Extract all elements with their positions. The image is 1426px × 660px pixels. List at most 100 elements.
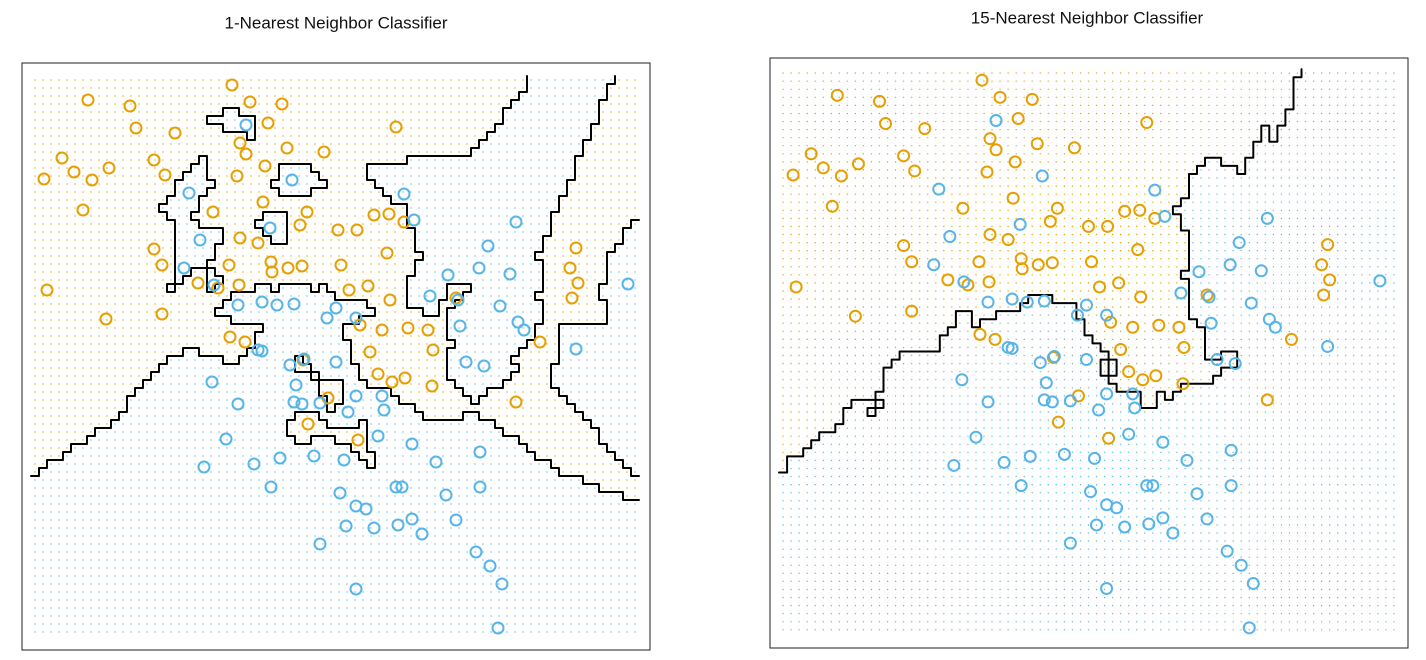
data-point bbox=[1085, 255, 1099, 269]
data-point bbox=[239, 118, 253, 132]
data-point bbox=[1047, 350, 1061, 364]
data-point bbox=[280, 141, 294, 155]
data-point bbox=[1232, 236, 1246, 250]
data-point bbox=[295, 397, 309, 411]
data-point bbox=[207, 278, 221, 292]
data-point bbox=[1079, 353, 1093, 367]
data-point bbox=[477, 359, 491, 373]
data-point bbox=[231, 298, 245, 312]
data-point bbox=[956, 201, 970, 215]
data-point bbox=[897, 239, 911, 253]
data-point bbox=[359, 502, 373, 516]
data-point bbox=[453, 319, 467, 333]
data-point bbox=[1180, 453, 1194, 467]
data-point bbox=[367, 521, 381, 535]
data-point bbox=[969, 430, 983, 444]
data-point bbox=[563, 261, 577, 275]
data-point bbox=[1025, 92, 1039, 106]
chart-title: 15-Nearest Neighbor Classifier bbox=[971, 8, 1204, 27]
data-point bbox=[385, 375, 399, 389]
data-point bbox=[1223, 258, 1237, 272]
data-point bbox=[239, 147, 253, 161]
data-point bbox=[1131, 243, 1145, 257]
data-point bbox=[398, 371, 412, 385]
data-point bbox=[1262, 312, 1276, 326]
data-point bbox=[421, 323, 435, 337]
data-point bbox=[293, 218, 307, 232]
data-point bbox=[449, 291, 463, 305]
data-point bbox=[251, 236, 265, 250]
data-point bbox=[1122, 365, 1136, 379]
data-point bbox=[1102, 431, 1116, 445]
data-point bbox=[1100, 308, 1114, 322]
data-point bbox=[283, 358, 297, 372]
data-point bbox=[301, 417, 315, 431]
data-point bbox=[377, 403, 391, 417]
data-point bbox=[1136, 373, 1150, 387]
data-point bbox=[1037, 294, 1051, 308]
data-point bbox=[565, 291, 579, 305]
data-point bbox=[331, 223, 345, 237]
data-point bbox=[1101, 219, 1115, 233]
data-point bbox=[988, 332, 1002, 346]
data-point bbox=[441, 268, 455, 282]
data-point bbox=[129, 121, 143, 135]
data-point bbox=[1100, 387, 1114, 401]
data-point bbox=[473, 445, 487, 459]
data-point bbox=[389, 480, 403, 494]
data-point bbox=[371, 429, 385, 443]
data-point bbox=[238, 335, 252, 349]
data-point bbox=[1081, 219, 1095, 233]
data-point bbox=[1114, 342, 1128, 356]
data-point bbox=[1093, 280, 1107, 294]
data-point bbox=[329, 301, 343, 315]
data-point bbox=[972, 255, 986, 269]
data-point bbox=[270, 298, 284, 312]
data-point bbox=[1045, 395, 1059, 409]
data-point bbox=[342, 283, 356, 297]
data-point bbox=[1177, 340, 1191, 354]
data-point bbox=[177, 261, 191, 275]
data-point bbox=[1039, 376, 1053, 390]
data-point bbox=[182, 186, 196, 200]
data-point bbox=[223, 330, 237, 344]
data-point bbox=[851, 157, 865, 171]
plot-frame bbox=[21, 62, 651, 651]
data-point bbox=[219, 432, 233, 446]
data-point bbox=[804, 147, 818, 161]
data-point bbox=[317, 145, 331, 159]
data-point bbox=[191, 276, 205, 290]
data-point bbox=[830, 88, 844, 102]
data-point bbox=[495, 577, 509, 591]
data-point bbox=[483, 559, 497, 573]
data-point bbox=[397, 187, 411, 201]
data-point bbox=[320, 311, 334, 325]
data-point bbox=[281, 261, 295, 275]
data-point bbox=[382, 207, 396, 221]
data-point bbox=[621, 277, 635, 291]
data-point bbox=[1246, 576, 1260, 590]
data-point bbox=[37, 172, 51, 186]
data-point bbox=[975, 73, 989, 87]
data-point bbox=[1023, 449, 1037, 463]
data-point bbox=[193, 233, 207, 247]
data-point bbox=[943, 230, 957, 244]
data-point bbox=[261, 116, 275, 130]
data-point bbox=[405, 437, 419, 451]
data-point bbox=[1317, 288, 1331, 302]
data-point bbox=[941, 273, 955, 287]
data-point bbox=[569, 342, 583, 356]
data-point bbox=[834, 169, 848, 183]
data-point bbox=[375, 323, 389, 337]
data-point bbox=[232, 278, 246, 292]
data-point bbox=[825, 199, 839, 213]
data-point bbox=[1063, 536, 1077, 550]
data-point bbox=[1224, 479, 1238, 493]
data-point bbox=[1035, 169, 1049, 183]
data-point bbox=[67, 165, 81, 179]
data-point bbox=[1373, 274, 1387, 288]
data-point bbox=[1146, 479, 1160, 493]
data-point bbox=[233, 136, 247, 150]
data-point bbox=[1057, 447, 1071, 461]
data-point bbox=[1323, 273, 1337, 287]
